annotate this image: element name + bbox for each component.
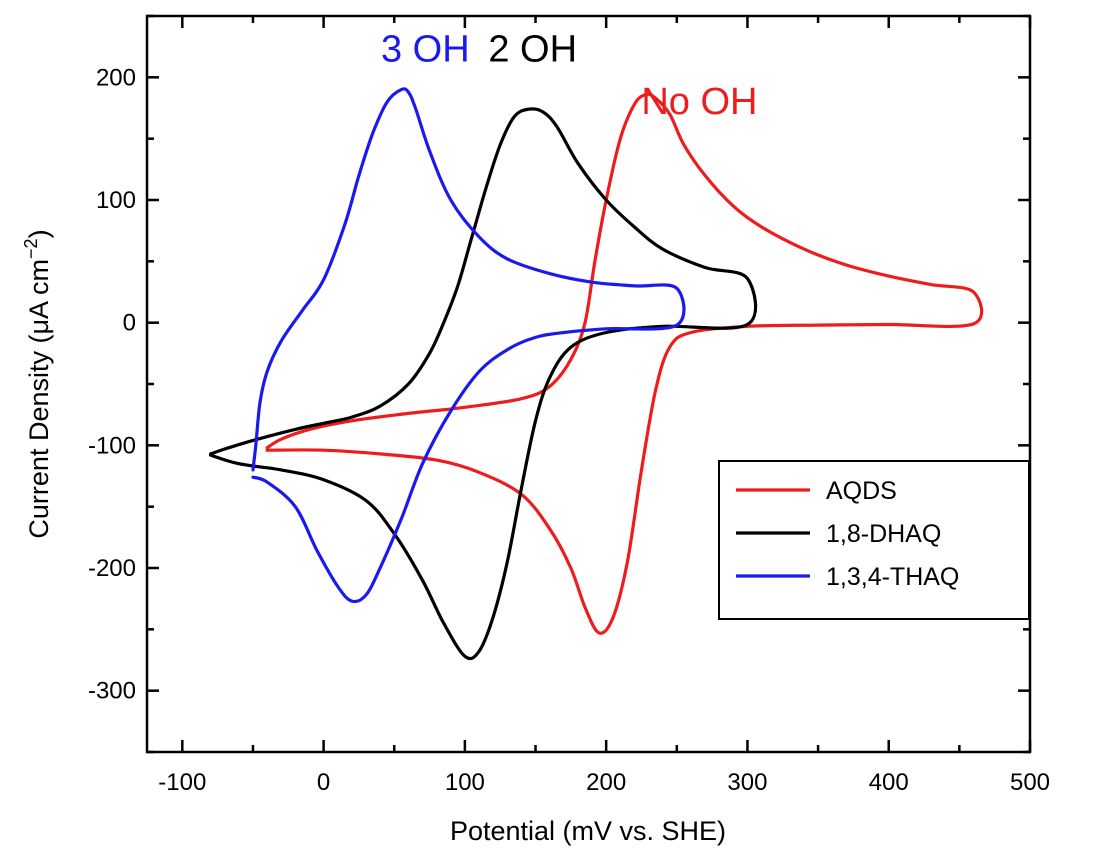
legend-box [718, 460, 1030, 620]
y-tick-label: 100 [96, 187, 136, 214]
y-tick-label: 0 [123, 310, 136, 337]
legend-label: 1,3,4-THAQ [826, 563, 959, 591]
x-tick-label: 200 [586, 769, 626, 796]
y-tick-label: -300 [88, 678, 136, 705]
series-line-1 [265, 92, 984, 635]
legend-label: AQDS [826, 477, 897, 505]
y-axis-title-mu: μ [24, 319, 54, 335]
y-tick-label: 200 [96, 64, 136, 91]
y-tick-label: -100 [88, 432, 136, 459]
y-axis-title-prefix: Current Density ( [24, 335, 54, 539]
annotations: 3 OH 2 OH No OH [381, 28, 758, 123]
series-curves [209, 87, 984, 661]
x-tick-label: 0 [317, 769, 330, 796]
peak-annotation: No OH [641, 81, 757, 123]
series-line-3 [251, 87, 686, 604]
x-tick-label: -100 [158, 769, 206, 796]
series-line-2 [209, 107, 758, 661]
tick-labels: -100 0 100 200 300 400 500 -300 -200 -100 0 100 200 [88, 64, 1050, 796]
y-tick-label: -200 [88, 555, 136, 582]
y-axis-title-sup: −2 [21, 238, 41, 259]
x-tick-label: 300 [727, 769, 767, 796]
y-axis-title-mid: A cm [24, 259, 54, 319]
y-axis-title-suffix: ) [24, 229, 54, 238]
axis-ticks [147, 14, 1032, 754]
y-axis-title: Current Density (μA cm−2) [21, 229, 54, 538]
x-tick-label: 500 [1010, 769, 1050, 796]
x-tick-label: 400 [869, 769, 909, 796]
legend-label: 1,8-DHAQ [826, 520, 941, 548]
peak-annotation: 3 OH [381, 28, 470, 70]
x-axis-title: Potential (mV vs. SHE) [450, 816, 726, 846]
x-tick-label: 100 [445, 769, 485, 796]
legend: AQDS 1,8-DHAQ 1,3,4-THAQ [718, 460, 1030, 620]
peak-annotation: 2 OH [488, 28, 577, 70]
legend-items: AQDS 1,8-DHAQ 1,3,4-THAQ [736, 477, 959, 591]
